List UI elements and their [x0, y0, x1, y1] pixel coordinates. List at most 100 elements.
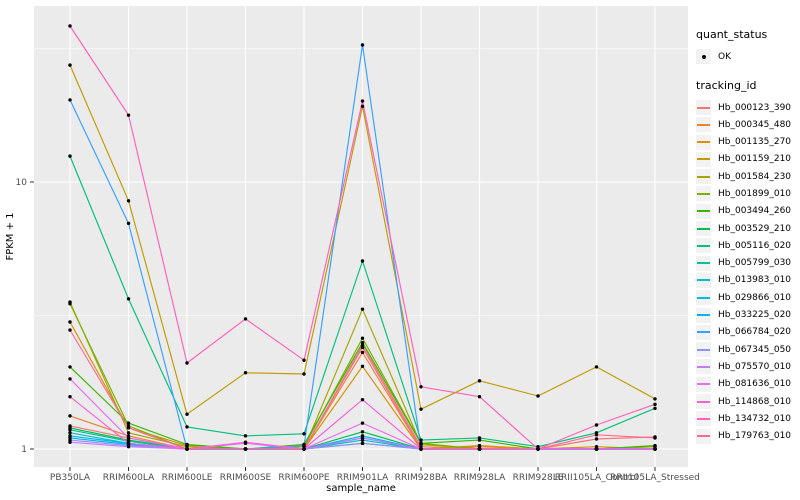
data-point — [185, 442, 189, 447]
y-tick-label: 10 — [16, 178, 28, 188]
legend-key-line-icon — [696, 203, 711, 219]
x-axis-title: sample_name — [326, 483, 396, 494]
legend-key-line-icon — [696, 221, 711, 237]
legend-item-label: Hb_003529_210 — [718, 223, 792, 234]
data-point — [419, 441, 423, 446]
x-tick-label: RRIM600LE — [162, 473, 213, 483]
data-point — [360, 99, 365, 103]
data-point — [653, 397, 657, 401]
legend-key-line-icon — [696, 100, 711, 115]
legend-item-label: Hb_081636_010 — [718, 379, 792, 390]
legend-item: Hb_075570_010 — [696, 358, 798, 375]
legend-item-label: Hb_001135_270 — [718, 137, 792, 148]
legend-key-line-icon — [696, 428, 711, 444]
data-point — [477, 447, 482, 451]
y-tick-label: 1 — [21, 445, 27, 455]
data-point — [594, 447, 599, 451]
legend-key-line-icon — [696, 151, 711, 167]
data-point — [360, 104, 365, 109]
data-point — [302, 447, 306, 451]
data-point — [243, 317, 248, 321]
data-point — [68, 440, 72, 444]
legend-key-line-icon — [696, 117, 711, 133]
data-point — [68, 98, 72, 102]
data-point — [68, 320, 72, 324]
data-point — [419, 385, 423, 389]
legend-item: Hb_000345_480 — [696, 116, 798, 133]
data-point — [185, 361, 189, 365]
data-point — [360, 341, 365, 345]
legend-item: Hb_001135_270 — [696, 134, 798, 151]
x-tick-label: RRIM928LA — [454, 473, 506, 483]
data-point — [126, 199, 131, 203]
data-point — [126, 421, 131, 425]
legend-item-label: Hb_067345_050 — [718, 344, 792, 355]
data-point — [360, 345, 365, 350]
legend-item: Hb_081636_010 — [696, 376, 798, 393]
data-point — [594, 423, 599, 427]
legend-key-line-icon — [696, 272, 711, 288]
legend-item-ok: OK — [696, 48, 798, 65]
legend-item: Hb_013983_010 — [696, 272, 798, 289]
data-point — [68, 154, 72, 158]
legend-key-line-icon — [696, 255, 711, 271]
legend-item: Hb_066784_020 — [696, 324, 798, 341]
data-point — [360, 336, 365, 340]
data-point — [360, 430, 365, 434]
legend-item: Hb_134732_010 — [696, 410, 798, 427]
data-point — [302, 372, 306, 376]
data-point — [68, 365, 72, 369]
data-point — [360, 364, 365, 369]
data-point — [653, 436, 657, 440]
data-point — [68, 414, 72, 418]
legend-key-line-icon — [696, 359, 711, 375]
legend-item-label: Hb_179763_010 — [718, 431, 792, 442]
legend-item-label: Hb_075570_010 — [718, 361, 792, 372]
legend-item-label: Hb_001899_010 — [718, 188, 792, 199]
legend-item-label: Hb_066784_020 — [718, 327, 792, 338]
data-point — [653, 443, 657, 448]
data-point — [419, 407, 423, 411]
plot-panel — [34, 6, 688, 467]
data-point — [419, 447, 423, 451]
data-point — [536, 394, 540, 398]
data-point — [594, 433, 599, 437]
x-tick-label: RRIM600PE — [278, 473, 330, 483]
legend-key-line-icon — [696, 324, 711, 340]
x-tick-label: RRIM901LA — [337, 473, 389, 483]
data-point — [360, 43, 365, 47]
data-point — [126, 297, 131, 301]
legend-key-line-icon — [696, 307, 711, 323]
data-point — [68, 394, 72, 399]
legend-tracking-items: Hb_000123_390 Hb_000345_480 Hb_001135_270 H… — [696, 99, 798, 445]
data-point — [360, 307, 365, 311]
data-point — [243, 434, 248, 438]
data-point — [126, 426, 131, 430]
legend-item: Hb_000123_390 — [696, 99, 798, 116]
x-tick-label: RRIM928BA — [395, 473, 448, 483]
data-point — [302, 358, 306, 362]
x-tick-label: PB350LA — [50, 473, 91, 483]
legend-item: Hb_003529_210 — [696, 220, 798, 237]
legend-item-label: Hb_001584_230 — [718, 171, 792, 182]
legend-item-label: Hb_005116_020 — [718, 240, 792, 251]
data-point — [653, 402, 657, 407]
legend-key-line-icon — [696, 342, 711, 358]
legend-item: Hb_179763_010 — [696, 428, 798, 445]
legend-key-line-icon — [696, 376, 711, 392]
legend-item-label: Hb_033225_020 — [718, 310, 792, 321]
data-point — [302, 443, 306, 448]
data-point — [68, 63, 72, 67]
data-point — [126, 445, 131, 449]
data-point — [68, 431, 72, 435]
legend-quant-status: quant_status OK — [696, 28, 798, 65]
legend-item: Hb_003494_260 — [696, 203, 798, 220]
legend-key-line-icon — [696, 290, 711, 306]
legend-title-tracking-id: tracking_id — [696, 79, 757, 92]
data-point — [360, 343, 365, 347]
legend-item: Hb_029866_010 — [696, 289, 798, 306]
legend-key-line-icon — [696, 134, 711, 150]
data-point — [302, 432, 306, 436]
